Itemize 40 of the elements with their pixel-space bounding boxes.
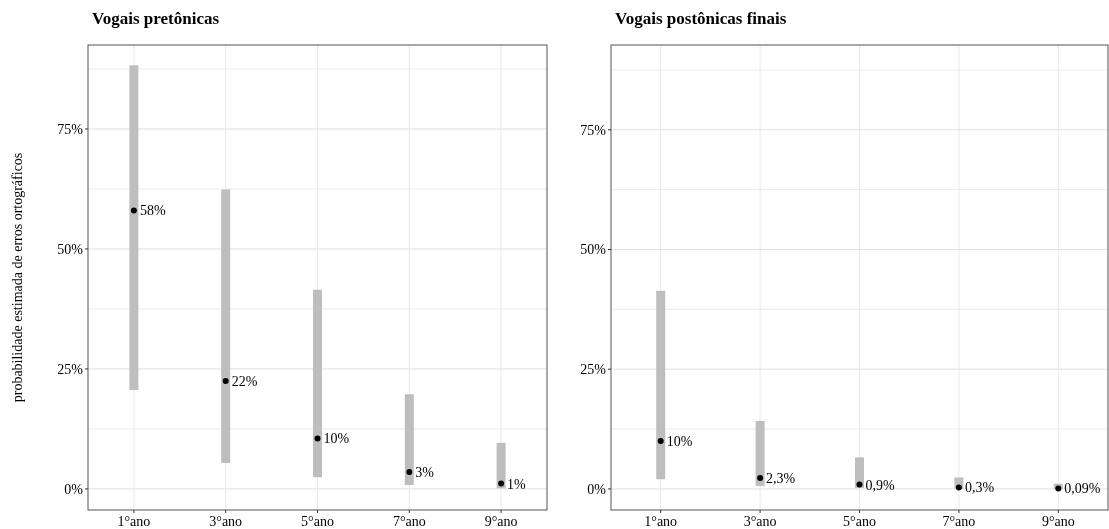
- point: [498, 480, 505, 487]
- x-tick-label: 9°ano: [484, 514, 518, 529]
- data-label: 0,3%: [964, 480, 995, 496]
- x-tick-label: 7°ano: [942, 514, 976, 529]
- y-tick-label: 50%: [57, 241, 84, 257]
- chart-title: Vogais pretônicas: [92, 9, 220, 28]
- x-tick-label: 9°ano: [1041, 514, 1075, 529]
- y-tick-label: 0%: [587, 481, 607, 497]
- y-tick-label: 75%: [580, 122, 607, 138]
- x-tick-label: 7°ano: [392, 514, 426, 529]
- data-label: 10%: [323, 431, 350, 447]
- x-tick-label: 3°ano: [743, 514, 777, 529]
- y-axis-title: probabilidade estimada de erros ortográficos: [10, 152, 25, 403]
- point: [314, 435, 321, 442]
- data-label: 0,09%: [1064, 481, 1101, 497]
- point: [406, 469, 413, 476]
- y-tick-label: 75%: [57, 121, 84, 137]
- x-tick-label: 1°ano: [644, 514, 678, 529]
- chart-title: Vogais postônicas finais: [615, 9, 787, 28]
- y-tick-label: 0%: [64, 481, 84, 497]
- point: [222, 377, 229, 384]
- point: [130, 207, 137, 214]
- x-tick-label: 1°ano: [117, 514, 151, 529]
- data-label: 22%: [231, 373, 258, 389]
- x-tick-label: 3°ano: [209, 514, 243, 529]
- point: [657, 438, 664, 445]
- y-tick-label: 50%: [580, 242, 607, 258]
- x-tick-label: 5°ano: [301, 514, 334, 529]
- data-label: 3%: [415, 464, 435, 480]
- point: [856, 481, 863, 488]
- x-tick-label: 5°ano: [843, 514, 876, 529]
- point: [757, 474, 764, 481]
- data-label: 2,3%: [766, 470, 796, 486]
- point: [955, 484, 962, 491]
- data-label: 10%: [666, 433, 693, 449]
- y-tick-label: 25%: [57, 361, 84, 377]
- y-tick-label: 25%: [580, 362, 607, 378]
- data-label: 0,9%: [865, 477, 895, 493]
- data-label: 1%: [507, 476, 527, 492]
- data-label: 58%: [139, 203, 166, 219]
